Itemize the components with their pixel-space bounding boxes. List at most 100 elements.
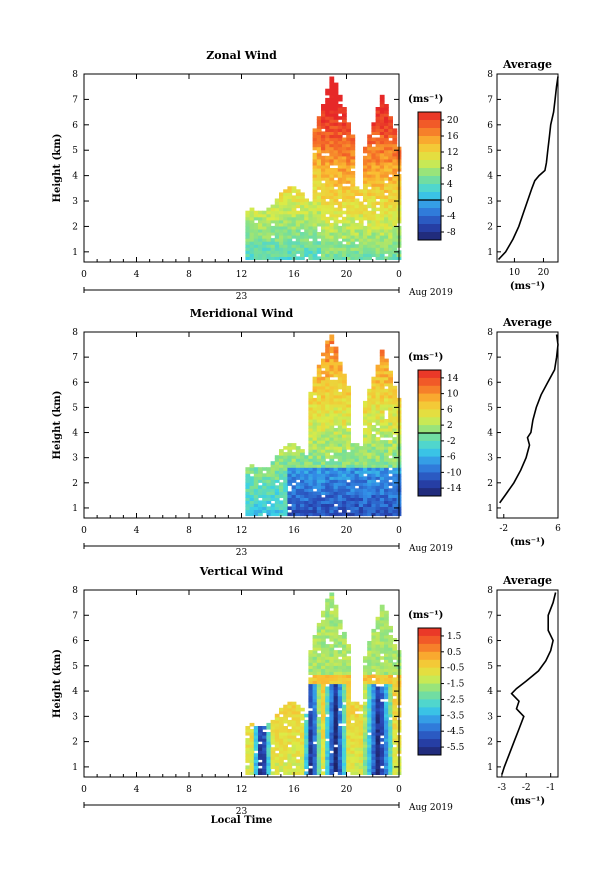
heatmap-cell: [346, 168, 351, 172]
colorbar-tick-label: 6: [447, 405, 453, 415]
heatmap-cell: [350, 729, 356, 733]
heatmap-cell: [375, 722, 381, 727]
heatmap-field: [245, 76, 402, 260]
heatmap-cell: [379, 174, 385, 178]
heatmap-cell: [312, 165, 318, 169]
heatmap-cell: [304, 476, 309, 480]
heatmap-cell: [291, 726, 297, 730]
heatmap-cell: [325, 146, 330, 151]
heatmap-cell: [333, 143, 339, 148]
heatmap-cell: [312, 449, 318, 453]
heatmap-cell: [333, 437, 339, 441]
heatmap-cell: [388, 409, 393, 414]
heatmap-cell: [279, 753, 284, 757]
heatmap-cell: [329, 726, 335, 730]
heatmap-cell: [375, 464, 381, 468]
heatmap-cell: [325, 119, 330, 123]
heatmap-cell: [354, 488, 360, 492]
heatmap-cell: [308, 416, 314, 420]
heatmap-cell: [337, 361, 343, 366]
heatmap-cell: [384, 449, 389, 453]
heatmap-cell: [279, 256, 284, 260]
heatmap-cell: [375, 467, 381, 471]
heatmap-cell: [363, 512, 368, 517]
heatmap-cell: [321, 479, 326, 483]
heatmap-cell: [375, 470, 381, 474]
heatmap-cell: [287, 455, 293, 459]
heatmap-cell: [342, 165, 347, 169]
heatmap-cell: [245, 768, 251, 772]
profile-y-tick-label: 1: [487, 248, 493, 258]
heatmap-cell: [304, 506, 309, 510]
heatmap-cell: [379, 140, 385, 145]
heatmap-cell: [384, 406, 389, 411]
heatmap-cell: [371, 455, 377, 459]
heatmap-cell: [346, 128, 351, 132]
heatmap-cell: [329, 665, 335, 669]
heatmap-cell: [367, 238, 372, 242]
heatmap-cell: [342, 473, 347, 477]
heatmap-cell: [367, 741, 372, 745]
heatmap-cell: [333, 229, 339, 233]
heatmap-cell: [346, 756, 351, 760]
heatmap-cell: [363, 741, 368, 745]
heatmap-cell: [262, 494, 267, 498]
heatmap-cell: [279, 726, 284, 730]
heatmap-cell: [325, 155, 330, 160]
heatmap-cell: [371, 419, 377, 423]
heatmap-cell: [321, 409, 326, 414]
heatmap-cell: [375, 747, 381, 751]
heatmap-cell: [316, 149, 322, 154]
heatmap-cell: [358, 503, 364, 507]
heatmap-cell: [388, 476, 393, 480]
heatmap-cell: [363, 491, 368, 495]
heatmap-cell: [316, 683, 322, 688]
heatmap-cell: [342, 662, 347, 666]
heatmap-cell: [291, 253, 297, 257]
colorbar-segment: [418, 472, 441, 481]
heatmap-cell: [333, 416, 339, 420]
heatmap-cell: [266, 726, 272, 730]
heatmap-cell: [388, 201, 393, 206]
heatmap-cell: [367, 500, 372, 504]
heatmap-cell: [392, 485, 398, 489]
heatmap-cell: [392, 204, 398, 209]
heatmap-cell: [249, 476, 255, 480]
heatmap-cell: [367, 659, 372, 663]
heatmap-cell: [308, 467, 314, 471]
heatmap-cell: [295, 473, 301, 477]
y-tick-label: 1: [72, 504, 78, 514]
heatmap-cell: [325, 707, 330, 712]
heatmap-cell: [291, 235, 297, 239]
heatmap-cell: [350, 741, 356, 745]
heatmap-cell: [346, 491, 351, 495]
heatmap-cell: [375, 704, 381, 709]
heatmap-cell: [392, 735, 398, 739]
heatmap-cell: [363, 253, 368, 257]
heatmap-cell: [375, 756, 381, 760]
heatmap-cell: [354, 244, 360, 248]
heatmap-cell: [342, 509, 347, 514]
heatmap-cell: [316, 412, 322, 417]
heatmap-cell: [337, 158, 343, 163]
heatmap-cell: [249, 229, 255, 233]
heatmap-cell: [375, 107, 381, 111]
heatmap-cell: [342, 253, 347, 257]
profile-y-tick-label: 7: [487, 353, 493, 363]
heatmap-cell: [350, 485, 356, 489]
heatmap-cell: [371, 210, 377, 215]
heatmap-cell: [316, 503, 322, 507]
heatmap-cell: [295, 744, 301, 748]
heatmap-cell: [392, 216, 398, 221]
heatmap-cell: [325, 137, 330, 142]
heatmap-cell: [270, 232, 276, 236]
heatmap-cell: [308, 443, 314, 447]
heatmap-cell: [392, 201, 398, 206]
heatmap-cell: [358, 192, 364, 196]
heatmap-cell: [342, 713, 347, 718]
heatmap-cell: [266, 247, 272, 251]
heatmap-cell: [316, 143, 322, 148]
heatmap-cell: [379, 431, 385, 435]
heatmap-cell: [375, 397, 381, 402]
heatmap-cell: [283, 461, 288, 465]
